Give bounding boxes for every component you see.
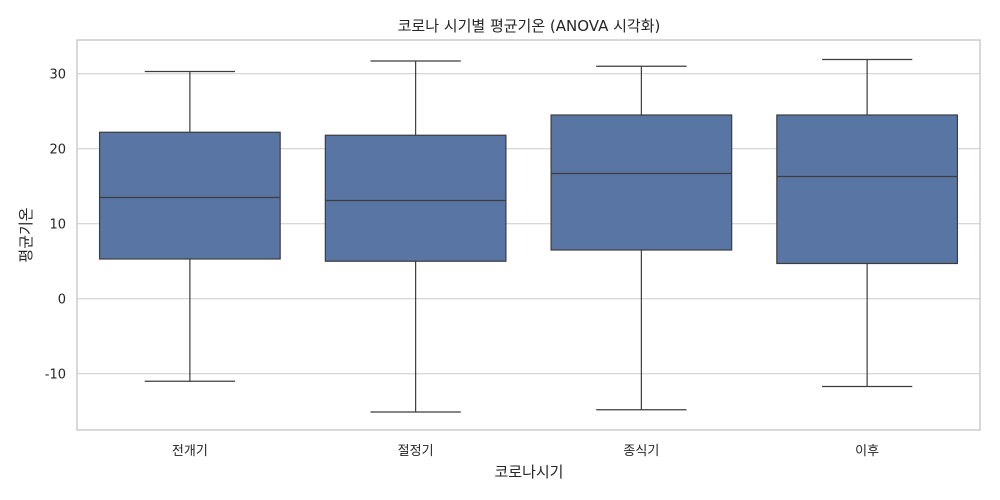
y-tick-label: -10: [45, 367, 66, 382]
y-tick-label: 0: [58, 292, 66, 307]
x-tick-label: 이후: [855, 444, 879, 459]
x-tick-label: 전개기: [172, 444, 208, 459]
box-layer: [98, 58, 959, 413]
y-tick-label: 20: [49, 142, 66, 157]
iqr-box: [98, 131, 281, 260]
iqr-box: [324, 134, 507, 262]
box-group: [550, 65, 733, 411]
iqr-box: [776, 114, 959, 265]
y-axis-label: 평균기온: [17, 207, 35, 262]
chart-title: 코로나 시기별 평균기온 (ANOVA 시각화): [398, 17, 661, 35]
x-axis-label: 코로나시기: [494, 463, 563, 481]
y-tick-layer: 30 20 10 0 -10: [45, 67, 66, 382]
plot-frame: [76, 39, 981, 431]
y-tick-label: 30: [49, 67, 66, 82]
x-tick-label: 종식기: [623, 444, 659, 459]
box-group: [98, 70, 281, 382]
y-tick-label: 10: [49, 217, 66, 232]
x-tick-layer: 전개기 절정기 종식기 이후: [172, 444, 879, 459]
x-tick-label: 절정기: [398, 444, 434, 459]
iqr-box: [550, 114, 733, 251]
box-group: [776, 58, 959, 388]
box-group: [324, 60, 507, 413]
